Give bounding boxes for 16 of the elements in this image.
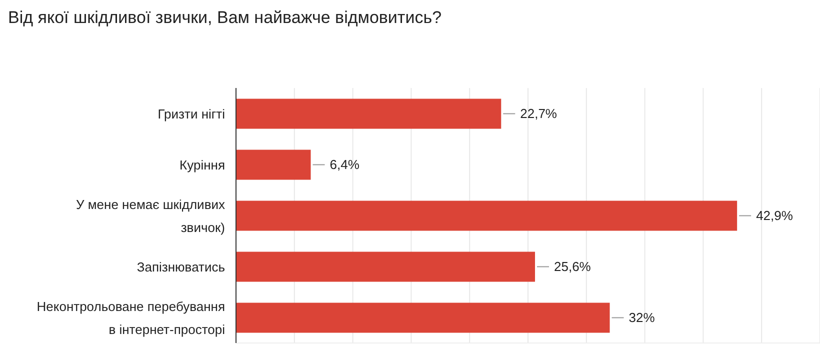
y-tick-label: Неконтрольоване перебування в інтернет-просторі bbox=[36, 298, 226, 336]
data-label: 25,6% bbox=[554, 259, 592, 274]
bar bbox=[236, 200, 738, 231]
y-tick-label: Куріння bbox=[180, 157, 225, 172]
data-label: 22,7% bbox=[520, 106, 558, 122]
bar bbox=[236, 150, 311, 180]
chart-title: Від якої шкідливої звички, Вам найважче відмовитись? bbox=[8, 8, 443, 29]
bar bbox=[236, 302, 610, 333]
y-tick-label: Запізнюватись bbox=[136, 259, 226, 274]
bar bbox=[236, 252, 536, 282]
y-tick-label: У мене немає шкідливих звичок) bbox=[76, 196, 226, 234]
data-label: 6,4% bbox=[330, 157, 360, 172]
y-tick-label: Гризти нігті bbox=[158, 106, 226, 121]
bar bbox=[236, 98, 502, 129]
data-label: 32% bbox=[628, 310, 656, 326]
data-label: 42,9% bbox=[756, 208, 794, 224]
